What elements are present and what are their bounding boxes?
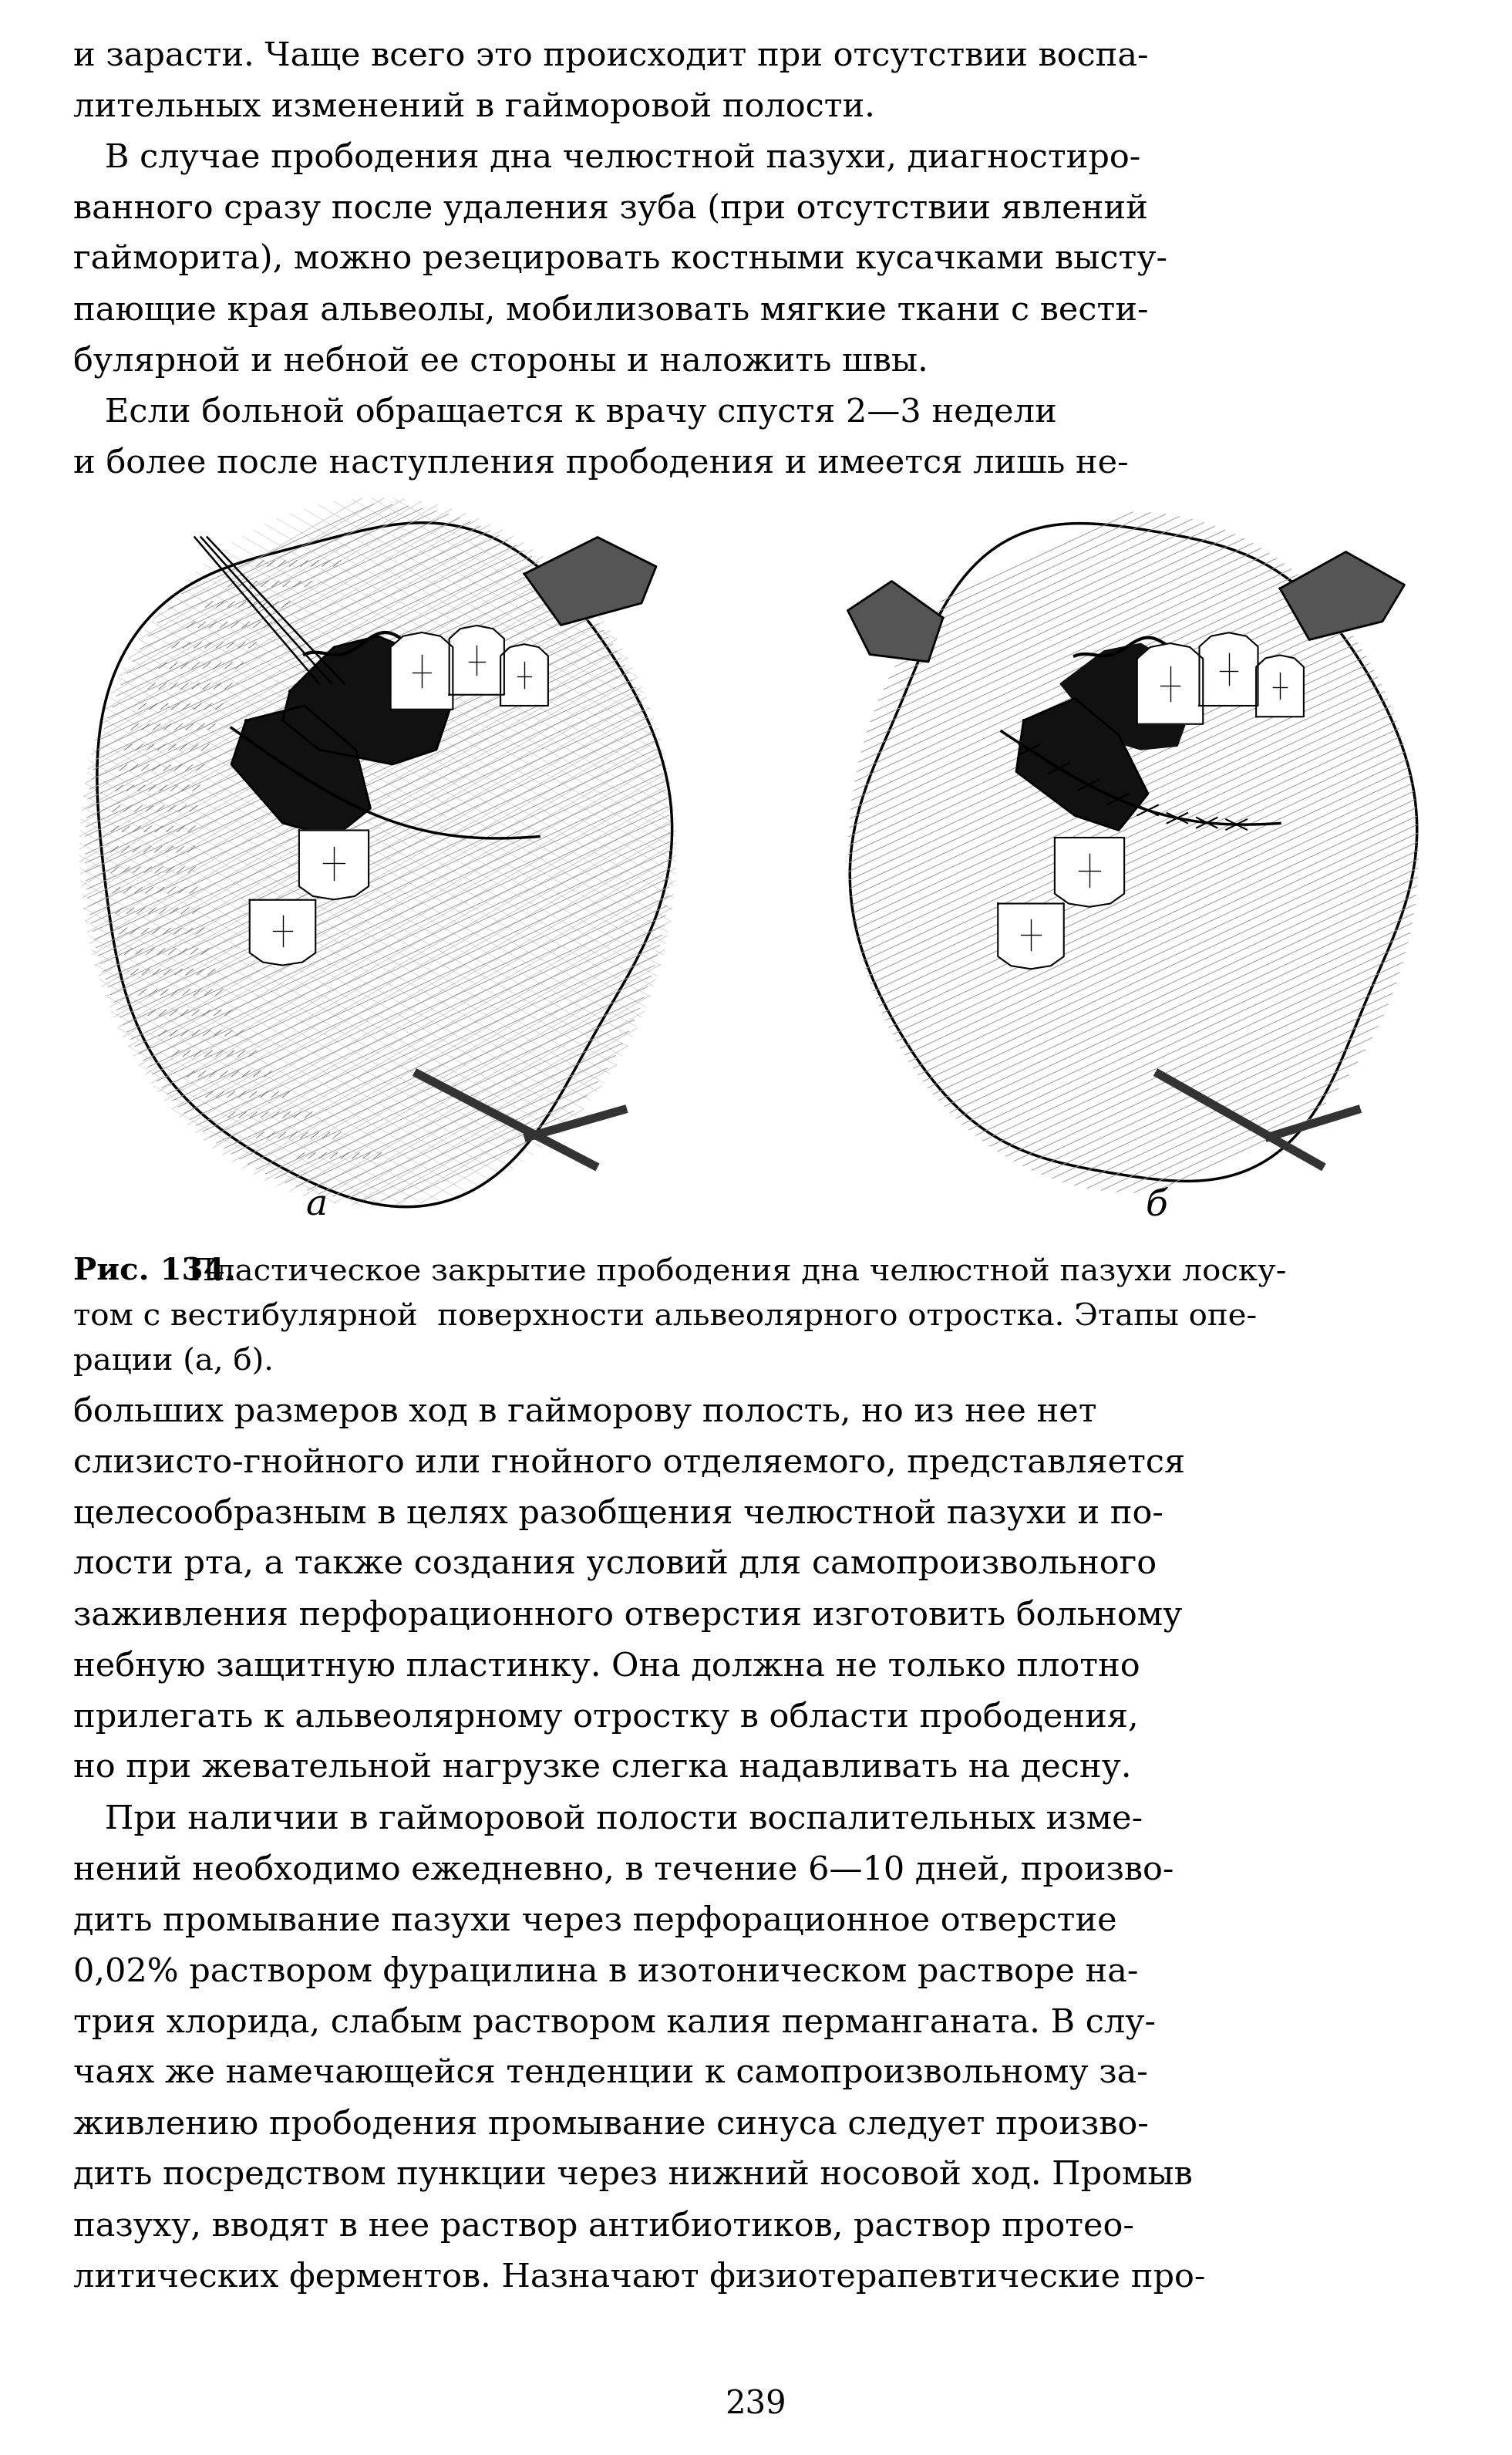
Text: б: б: [1146, 1188, 1167, 1223]
Text: а: а: [305, 1188, 327, 1223]
Text: нений необходимо ежедневно, в течение 6—10 дней, произво-: нений необходимо ежедневно, в течение 6—…: [73, 1854, 1173, 1888]
Text: 0,02% раствором фурацилина в изотоническом растворе на-: 0,02% раствором фурацилина в изотоническ…: [73, 1957, 1139, 1989]
Polygon shape: [249, 901, 316, 965]
Polygon shape: [1016, 697, 1148, 830]
Polygon shape: [1281, 552, 1405, 641]
Polygon shape: [299, 830, 369, 899]
Polygon shape: [1055, 837, 1125, 906]
Text: В случае прободения дна челюстной пазухи, диагностиро-: В случае прободения дна челюстной пазухи…: [73, 142, 1140, 174]
Polygon shape: [998, 903, 1064, 970]
Polygon shape: [500, 643, 549, 705]
Text: целесообразным в целях разобщения челюстной пазухи и по-: целесообразным в целях разобщения челюст…: [73, 1498, 1163, 1532]
Polygon shape: [525, 538, 656, 626]
Text: чаях же намечающейся тенденции к самопроизвольному за-: чаях же намечающейся тенденции к самопро…: [73, 2057, 1148, 2089]
Text: трия хлорида, слабым раствором калия перманганата. В слу-: трия хлорида, слабым раствором калия пер…: [73, 2006, 1155, 2040]
Text: рации (а, б).: рации (а, б).: [73, 1348, 274, 1377]
Polygon shape: [850, 523, 1417, 1181]
Text: пазуху, вводят в нее раствор антибиотиков, раствор протео-: пазуху, вводят в нее раствор антибиотико…: [73, 2210, 1134, 2244]
Text: но при жевательной нагрузке слегка надавливать на десну.: но при жевательной нагрузке слегка надав…: [73, 1753, 1131, 1785]
Polygon shape: [97, 523, 671, 1208]
Text: лости рта, а также создания условий для самопроизвольного: лости рта, а также создания условий для …: [73, 1549, 1157, 1581]
Text: небную защитную пластинку. Она должна не только плотно: небную защитную пластинку. Она должна не…: [73, 1650, 1140, 1684]
Text: слизисто-гнойного или гнойного отделяемого, представляется: слизисто-гнойного или гнойного отделяемо…: [73, 1446, 1185, 1480]
Polygon shape: [1199, 633, 1258, 705]
Text: и более после наступления прободения и имеется лишь не-: и более после наступления прободения и и…: [73, 447, 1128, 481]
Text: литических ферментов. Назначают физиотерапевтические про-: литических ферментов. Назначают физиотер…: [73, 2261, 1205, 2293]
Text: больших размеров ход в гайморову полость, но из нее нет: больших размеров ход в гайморову полость…: [73, 1397, 1096, 1429]
Text: лительных изменений в гайморовой полости.: лительных изменений в гайморовой полости…: [73, 91, 875, 123]
Text: Рис. 134.: Рис. 134.: [73, 1257, 236, 1286]
Text: живлению прободения промывание синуса следует произво-: живлению прободения промывание синуса сл…: [73, 2109, 1149, 2141]
Polygon shape: [231, 705, 370, 837]
Polygon shape: [390, 633, 454, 709]
Text: При наличии в гайморовой полости воспалительных изме-: При наличии в гайморовой полости воспали…: [73, 1804, 1143, 1836]
Text: ванного сразу после удаления зуба (при отсутствии явлений: ванного сразу после удаления зуба (при о…: [73, 194, 1148, 226]
Text: булярной и небной ее стороны и наложить швы.: булярной и небной ее стороны и наложить …: [73, 346, 928, 378]
Text: том с вестибулярной  поверхности альвеолярного отростка. Этапы опе-: том с вестибулярной поверхности альвеоля…: [73, 1301, 1256, 1333]
Polygon shape: [848, 582, 943, 663]
Polygon shape: [283, 636, 451, 764]
Text: дить промывание пазухи через перфорационное отверстие: дить промывание пазухи через перфорацион…: [73, 1905, 1117, 1937]
Polygon shape: [449, 626, 503, 695]
Text: пающие края альвеолы, мобилизовать мягкие ткани с вести-: пающие края альвеолы, мобилизовать мягки…: [73, 295, 1149, 327]
Text: заживления перфорационного отверстия изготовить больному: заживления перфорационного отверстия изг…: [73, 1601, 1182, 1633]
Text: прилегать к альвеолярному отростку в области прободения,: прилегать к альвеолярному отростку в обл…: [73, 1701, 1139, 1736]
Text: гайморита), можно резецировать костными кусачками высту-: гайморита), можно резецировать костными …: [73, 243, 1167, 277]
Text: 239: 239: [724, 2389, 786, 2421]
Polygon shape: [1137, 643, 1204, 724]
Text: Пластическое закрытие прободения дна челюстной пазухи лоску-: Пластическое закрытие прободения дна чел…: [178, 1257, 1287, 1286]
Polygon shape: [1060, 643, 1191, 749]
Text: и зарасти. Чаще всего это происходит при отсутствии воспа-: и зарасти. Чаще всего это происходит при…: [73, 39, 1149, 74]
Text: Если больной обращается к врачу спустя 2—3 недели: Если больной обращается к врачу спустя 2…: [73, 395, 1057, 430]
Polygon shape: [1256, 655, 1303, 717]
Text: дить посредством пункции через нижний носовой ход. Промыв: дить посредством пункции через нижний но…: [73, 2160, 1193, 2192]
